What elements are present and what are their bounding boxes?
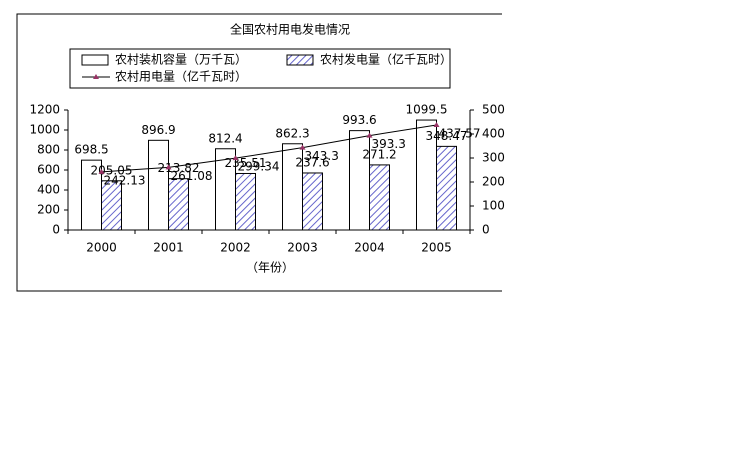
line-value-label: 437.57 [439,126,481,140]
x-tick-label: 2003 [287,241,318,255]
y-tick-label: 400 [37,183,60,197]
y2-tick-label: 400 [482,127,505,141]
bar-value-label: 348.47 [426,129,468,143]
bar [436,145,457,231]
chart-title: 全国农村用电发电情况 [230,22,350,37]
bar [148,139,169,231]
y2-tick-label: 0 [482,223,490,237]
line-value-label: 261.08 [171,169,213,183]
x-tick-label: 2004 [354,241,385,255]
bar-value-label: 271.2 [362,147,396,161]
line-value-label: 299.34 [238,160,280,174]
line-marker [98,168,105,174]
bar-value-label: 812.4 [208,131,242,145]
line-marker [165,164,172,170]
x-tick-label: 2005 [421,241,452,255]
line-marker [433,121,440,127]
line-series [101,124,437,173]
y-tick-label: 1200 [29,103,60,117]
line-marker [232,155,239,161]
y2-tick-label: 200 [482,175,505,189]
x-tick-label: 2001 [153,241,184,255]
y2-tick-label: 500 [482,103,505,117]
legend-swatch [286,54,314,66]
y-tick-label: 1000 [29,123,60,137]
x-axis-label: （年份） [246,261,294,275]
line-value-label: 343.3 [305,149,339,163]
bar [349,130,370,231]
x-tick-label: 2000 [86,241,117,255]
bar-value-label: 993.6 [342,113,376,127]
y-tick-label: 800 [37,143,60,157]
line-marker [366,132,373,138]
line-value-label: 393.3 [372,137,406,151]
legend-label: 农村发电量（亿千瓦时） [320,52,452,67]
legend-swatch [81,54,109,66]
chart-frame [16,13,502,292]
bar [369,164,390,231]
line-marker [299,144,306,150]
bar-value-label: 1099.5 [406,103,448,117]
bar-value-label: 698.5 [74,143,108,157]
x-tick-label: 2002 [220,241,251,255]
legend-label: 农村用电量（亿千瓦时） [115,69,247,84]
bar-value-label: 237.6 [295,155,329,169]
bar [168,178,189,231]
legend [69,48,451,89]
line-value-label: 242.13 [104,173,146,187]
bar [302,172,323,231]
bar-value-label: 862.3 [275,126,309,140]
y-tick-label: 200 [37,203,60,217]
legend-marker [93,74,99,79]
bar-value-label: 896.9 [141,123,175,137]
bar [101,180,122,231]
bar [235,172,256,231]
y2-tick-label: 100 [482,199,505,213]
y2-tick-label: 300 [482,151,505,165]
y-tick-label: 0 [52,223,60,237]
legend-label: 农村装机容量（万千瓦） [115,52,247,67]
y-tick-label: 600 [37,163,60,177]
